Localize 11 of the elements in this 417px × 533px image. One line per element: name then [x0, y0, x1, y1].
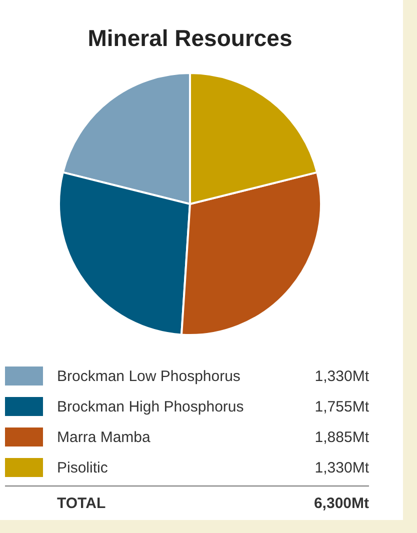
legend-label: Marra Mamba [57, 429, 152, 446]
data-label: 1,885Mt [314, 429, 370, 446]
chart-title: Mineral Resources [88, 25, 292, 51]
data-label: 1,330Mt [314, 460, 370, 476]
legend-label: Pisolitic [57, 460, 108, 476]
text: TOTAL [57, 495, 106, 512]
legend-label: Brockman High Phosphorus [57, 398, 244, 416]
data-label: 1,330Mt [314, 368, 370, 385]
legend-label: Brockman Low Phosphorus [57, 368, 240, 385]
text: 6,300Mt [314, 495, 369, 512]
data-label: 1,755Mt [314, 398, 370, 416]
